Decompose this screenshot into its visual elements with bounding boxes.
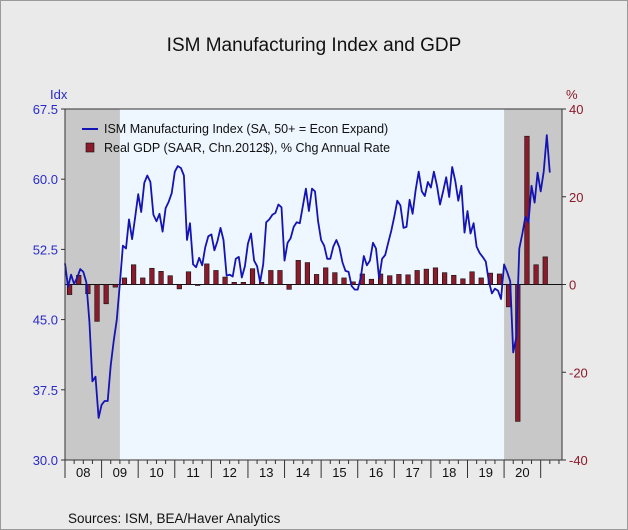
gdp-bar — [304, 262, 310, 285]
x-axis-tick-label: 13 — [259, 465, 273, 480]
right-axis-tick-label: -20 — [569, 365, 588, 380]
gdp-bar — [231, 282, 237, 285]
left-axis-tick-label: 52.5 — [33, 242, 58, 257]
x-axis-tick-label: 09 — [113, 465, 127, 480]
gdp-bar — [277, 270, 283, 285]
x-axis-tick-label: 16 — [369, 465, 383, 480]
right-axis-tick-label: 40 — [569, 102, 583, 117]
gdp-bar — [341, 277, 347, 285]
gdp-bar — [140, 277, 146, 285]
gdp-bar — [460, 278, 466, 285]
x-axis-tick-label: 11 — [186, 465, 200, 480]
gdp-bar — [405, 274, 411, 285]
gdp-bar — [103, 284, 109, 305]
x-axis-tick-label: 14 — [296, 465, 310, 480]
gdp-bar — [313, 274, 320, 285]
ism-line — [64, 134, 551, 419]
x-axis-tick-label: 08 — [76, 465, 90, 480]
plot-area: 67.5 60.0 52.5 45.0 37.5 30.0 40 20 0 -20 -40 08 09 1… — [33, 102, 588, 480]
gdp-bar — [195, 284, 201, 286]
gdp-bar — [323, 267, 329, 285]
x-axis-tick-label: 15 — [332, 465, 346, 480]
gdp-bar — [414, 270, 420, 285]
gdp-bar — [524, 135, 530, 285]
x-axis-tick-label: 18 — [442, 465, 456, 480]
gdp-bar — [368, 278, 375, 285]
gdp-bar — [176, 284, 182, 290]
gdp-bar — [185, 271, 192, 285]
legend: ISM Manufacturing Index (SA, 50+ = Econ … — [82, 122, 390, 155]
gdp-bar — [240, 282, 246, 285]
left-axis-label: Idx — [50, 87, 68, 102]
gdp-bar — [542, 256, 548, 285]
legend-swatch-gdp — [85, 142, 95, 153]
x-axis-tick-label: 10 — [149, 465, 163, 480]
gdp-bar — [158, 271, 164, 285]
gdp-bar — [268, 270, 274, 285]
right-axis-tick-label: 0 — [569, 278, 576, 293]
gdp-bar — [423, 268, 429, 285]
left-axis-tick-label: 60.0 — [33, 172, 58, 187]
gdp-bar — [496, 273, 503, 285]
gdp-bar — [259, 282, 265, 285]
x-axis-tick-label: 12 — [222, 465, 236, 480]
gdp-bar — [149, 267, 155, 285]
gdp-bar — [469, 271, 475, 285]
legend-label-gdp: Real GDP (SAAR, Chn.2012$), % Chg Annual… — [104, 141, 390, 155]
left-axis-tick-label: 37.5 — [33, 383, 58, 398]
gdp-bar — [204, 263, 210, 285]
left-axis-tick-label: 30.0 — [33, 453, 58, 468]
gdp-bar — [213, 270, 219, 285]
source-note: Sources: ISM, BEA/Haver Analytics — [68, 511, 281, 526]
left-axis-tick-label: 45.0 — [33, 313, 58, 328]
gdp-bar — [121, 277, 128, 285]
gdp-bar — [112, 284, 118, 288]
gdp-bar — [131, 264, 137, 285]
gdp-bar — [387, 275, 393, 285]
gdp-bar — [295, 260, 301, 285]
x-axis-tick-label: 20 — [515, 465, 529, 480]
left-axis-tick-label: 67.5 — [33, 102, 58, 117]
right-axis-tick-label: -40 — [569, 453, 588, 468]
gdp-bar — [167, 275, 173, 285]
gdp-bar — [442, 272, 448, 285]
gdp-bar — [332, 272, 338, 285]
right-axis-label: % — [566, 87, 578, 102]
gdp-bar — [533, 264, 539, 285]
gdp-bar — [396, 274, 402, 285]
gdp-bar — [432, 267, 439, 285]
gdp-bar — [286, 284, 292, 290]
gdp-bar — [478, 277, 484, 285]
gdp-bar — [249, 268, 256, 285]
x-axis-tick-label: 19 — [479, 465, 493, 480]
chart-title: ISM Manufacturing Index and GDP — [167, 35, 462, 56]
gdp-bar — [66, 284, 73, 295]
legend-label-ism: ISM Manufacturing Index (SA, 50+ = Econ … — [104, 122, 388, 136]
gdp-bar — [451, 274, 457, 285]
gdp-bar — [94, 284, 100, 322]
gdp-bar — [222, 276, 228, 285]
right-axis-tick-label: 20 — [569, 190, 583, 205]
x-axis-tick-label: 17 — [405, 465, 419, 480]
